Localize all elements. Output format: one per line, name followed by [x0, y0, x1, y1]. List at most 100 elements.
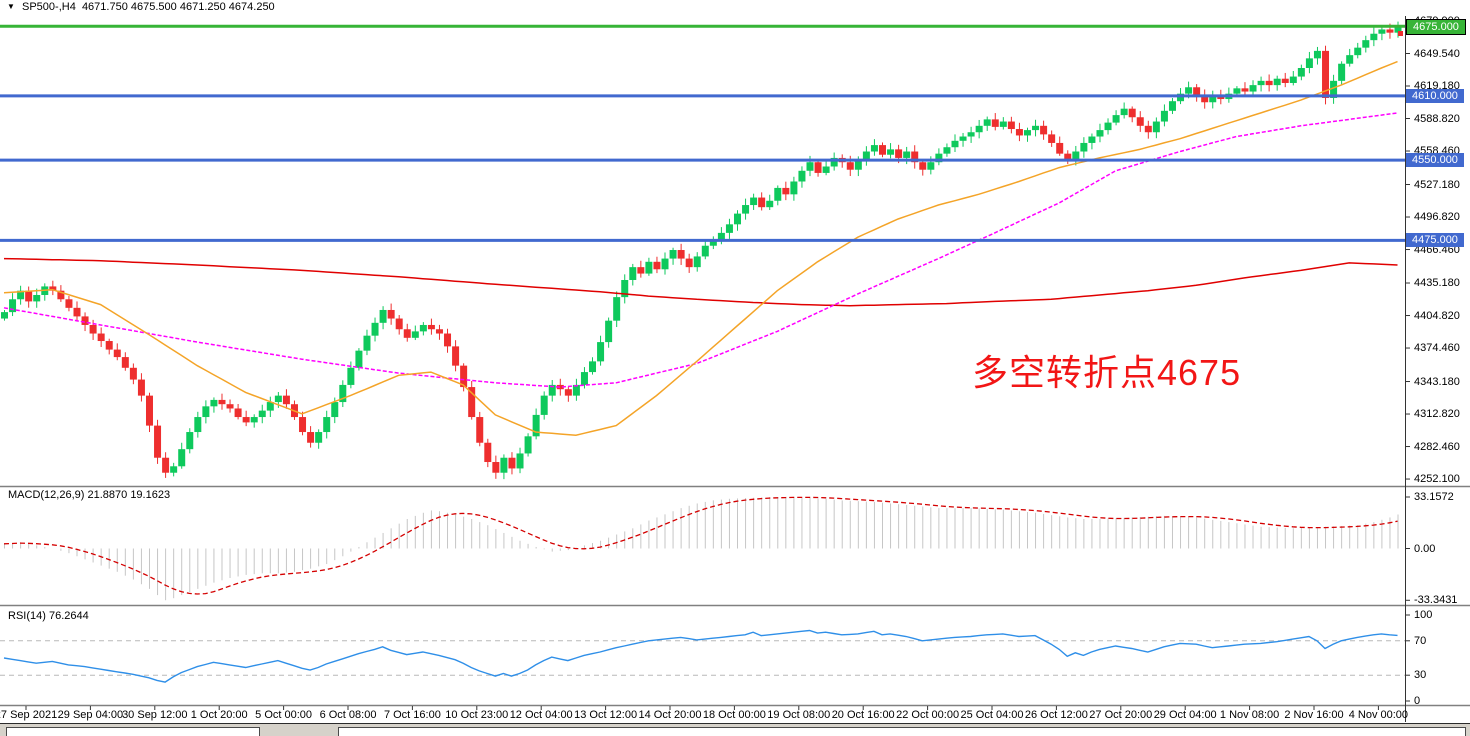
time-axis-label: 18 Oct 00:00: [702, 709, 766, 721]
candle-up: [1120, 108, 1128, 116]
candle-down: [387, 309, 395, 319]
candle-down: [121, 357, 129, 368]
candle-up: [1297, 67, 1305, 77]
candle-up: [967, 132, 975, 137]
candle-down: [1007, 121, 1015, 130]
ohlc-open: 4671.750: [81, 1, 128, 13]
price-line-badge: 4610.000: [1406, 88, 1464, 103]
macd-signal-value: 19.1623: [130, 489, 171, 501]
ma-fast-orange-line: [3, 60, 1398, 436]
price-axis-label: 4435.180: [1414, 277, 1460, 289]
candle-up: [822, 166, 830, 173]
candle-up: [1088, 136, 1096, 143]
candle-up: [1080, 142, 1088, 152]
candle-up: [186, 432, 194, 450]
macd-main-value: 21.8870: [87, 489, 128, 501]
candle-up: [524, 436, 532, 454]
candle-up: [935, 153, 943, 163]
candle-up: [701, 245, 709, 257]
candle-up: [548, 384, 556, 396]
rsi-value: 76.2644: [48, 610, 89, 622]
rsi-line: [3, 629, 1398, 683]
candle-up: [1112, 115, 1120, 123]
candle-down: [57, 290, 65, 300]
candle-up: [1096, 130, 1104, 137]
candle-up: [1305, 58, 1313, 68]
candle-up: [1209, 94, 1217, 103]
candle-up: [862, 151, 870, 161]
candle-down: [846, 162, 854, 170]
candle-up: [725, 224, 733, 233]
rsi-indicator-label: RSI(14) 76.2644: [8, 610, 89, 622]
candle-down: [1265, 80, 1273, 86]
collapse-triangle-icon[interactable]: ▼: [7, 2, 15, 11]
candle-up: [371, 322, 379, 336]
ohlc-low: 4671.250: [179, 1, 226, 13]
candle-up: [1273, 78, 1281, 86]
candle-up: [629, 267, 637, 280]
candle-up: [347, 367, 355, 385]
price-axis-label: 4312.820: [1414, 408, 1460, 421]
candle-up: [766, 200, 774, 208]
candle-down: [564, 389, 572, 396]
candle-up: [943, 147, 951, 154]
candle-down: [65, 299, 73, 308]
time-axis-label: 13 Oct 12:00: [574, 709, 638, 721]
candle-down: [49, 286, 57, 291]
candle-up: [1346, 55, 1354, 64]
candle-down: [218, 399, 226, 405]
chart-tab[interactable]: [6, 727, 260, 736]
candle-up: [17, 290, 25, 300]
ma-slow-red-line: [3, 257, 1398, 307]
candle-up: [645, 261, 653, 274]
candle-down: [919, 162, 927, 170]
candle-up: [661, 258, 669, 270]
candle-up: [693, 256, 701, 268]
candle-up: [1354, 47, 1362, 56]
macd-axis-label: 0.00: [1414, 542, 1436, 555]
candle-up: [1378, 29, 1386, 34]
time-axis-label: 22 Oct 00:00: [896, 709, 960, 721]
candle-down: [895, 149, 903, 158]
candle-up: [1362, 40, 1370, 48]
candle-down: [484, 442, 492, 463]
candle-up: [540, 395, 548, 415]
candle-up: [798, 170, 806, 182]
candle-down: [25, 290, 33, 302]
candle-up: [1032, 125, 1040, 131]
candle-down: [556, 384, 564, 390]
candle-up: [589, 361, 597, 373]
time-axis-label: 20 Oct 16:00: [831, 709, 895, 721]
candle-down: [105, 341, 113, 350]
candle-up: [411, 331, 419, 338]
candle-down: [911, 151, 919, 163]
time-axis-label: 29 Oct 04:00: [1153, 709, 1217, 721]
chart-tab-bar: [0, 723, 1470, 736]
candle-up: [951, 140, 959, 148]
candle-up: [742, 205, 750, 214]
price-axis-label: 4252.100: [1414, 473, 1460, 486]
candle-up: [419, 324, 427, 332]
candle-down: [508, 457, 516, 469]
candle-down: [162, 457, 170, 473]
candle-up: [605, 320, 613, 343]
price-line-badge: 4475.000: [1406, 233, 1464, 248]
chart-tab[interactable]: [338, 727, 1466, 736]
candle-down: [1241, 88, 1249, 92]
price-line-badge: 4675.000: [1406, 19, 1466, 36]
candle-down: [299, 417, 307, 433]
candle-up: [355, 350, 363, 368]
candle-up: [790, 181, 798, 195]
candle-up: [379, 309, 387, 323]
candle-up: [927, 162, 935, 170]
rsi-axis-label: 30: [1414, 669, 1427, 682]
candle-up: [1313, 50, 1321, 59]
candle-down: [468, 387, 476, 418]
candle-up: [178, 449, 186, 467]
time-axis-label: 26 Oct 12:00: [1024, 709, 1088, 721]
chart-title-row: ▼ SP500-,H4 4671.750 4675.500 4671.250 4…: [0, 0, 1470, 16]
price-axis-label: 4343.180: [1414, 375, 1460, 388]
price-axis-label: 4282.460: [1414, 440, 1460, 453]
candle-down: [282, 395, 290, 405]
